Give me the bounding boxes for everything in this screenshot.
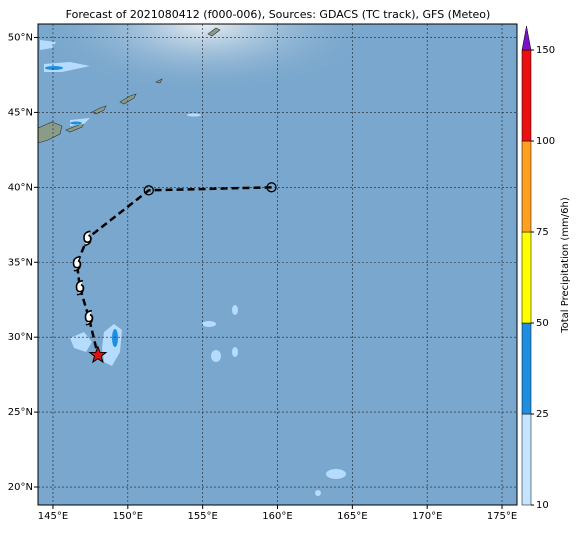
precip-area (232, 305, 238, 315)
y-tick-label: 50°N (8, 32, 33, 43)
island (65, 122, 85, 133)
precip-area (112, 329, 118, 347)
colorbar-tick-label: 100 (536, 136, 555, 147)
island (155, 78, 163, 84)
colorbar-label: Total Precipitation (mm/6h) (560, 197, 571, 334)
precip-area (326, 469, 346, 479)
y-tick-label: 45°N (8, 107, 33, 118)
colorbar-segment (521, 49, 532, 142)
colorbar-extension (521, 25, 532, 51)
precip-area (187, 113, 201, 117)
precip-area (232, 347, 238, 357)
track-point (143, 185, 154, 196)
precip-area (202, 321, 216, 327)
island (119, 93, 137, 105)
track-line (75, 186, 272, 356)
track-point (266, 182, 277, 193)
storm-symbol (84, 309, 94, 326)
y-tick-label: 25°N (8, 407, 33, 418)
heavy-precip (45, 66, 118, 347)
storm-symbol (75, 279, 85, 296)
storm-position (88, 345, 108, 364)
island (91, 105, 107, 115)
y-tick-label: 20°N (8, 482, 33, 493)
colorbar-tick-label: 25 (536, 409, 549, 420)
island (207, 27, 221, 37)
land (37, 27, 221, 144)
colorbar-segment (521, 231, 532, 324)
colorbar-tick-label: 150 (536, 45, 555, 56)
colorbar-segment (521, 413, 532, 506)
x-tick-label: 170°E (412, 511, 442, 522)
y-tick-label: 35°N (8, 257, 33, 268)
colorbar-tick-label: 50 (536, 318, 549, 329)
colorbar-tick-label: 10 (536, 500, 549, 511)
precip-area (45, 66, 63, 70)
storm-symbol (83, 230, 92, 247)
x-tick-label: 165°E (337, 511, 367, 522)
precip-area (40, 40, 56, 50)
colorbar-tick-label: 75 (536, 227, 549, 238)
precip-area (211, 350, 221, 362)
y-tick-label: 30°N (8, 332, 33, 343)
x-tick-label: 150°E (113, 511, 143, 522)
x-tick-label: 155°E (187, 511, 217, 522)
y-tick-label: 40°N (8, 182, 33, 193)
colorbar-segment (521, 140, 532, 233)
storm-symbol (72, 255, 82, 272)
chart-title: Forecast of 2021080412 (f000-006), Sourc… (66, 8, 491, 21)
precip-area (70, 121, 82, 125)
precip-area (315, 490, 321, 496)
x-tick-label: 175°E (487, 511, 517, 522)
x-tick-label: 145°E (38, 511, 68, 522)
x-tick-label: 160°E (262, 511, 292, 522)
colorbar-segment (521, 322, 532, 415)
